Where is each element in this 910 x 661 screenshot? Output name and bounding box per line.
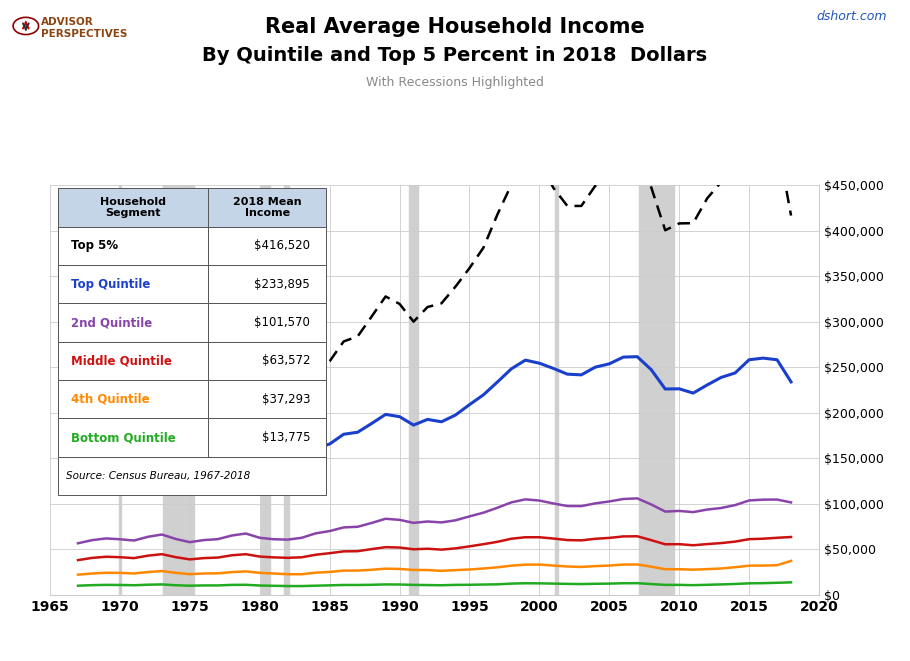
Text: Real Average Household Income: Real Average Household Income [265, 17, 645, 36]
Text: Top 5%: Top 5% [71, 239, 118, 253]
Text: 2nd Quintile: 2nd Quintile [71, 316, 152, 329]
Text: 4th Quintile: 4th Quintile [71, 393, 150, 406]
Bar [57, 227, 208, 265]
Text: $233,895: $233,895 [254, 278, 310, 291]
Bar [208, 265, 326, 303]
Bar [284, 185, 289, 595]
Bar [57, 265, 208, 303]
Bar [57, 188, 208, 227]
Bar [410, 185, 418, 595]
Bar [208, 227, 326, 265]
Text: 2018 Mean
Income: 2018 Mean Income [233, 197, 301, 218]
Bar [57, 457, 326, 495]
Text: Middle Quintile: Middle Quintile [71, 354, 172, 368]
Bar [261, 185, 269, 595]
Text: $37,293: $37,293 [261, 393, 310, 406]
Text: $13,775: $13,775 [261, 431, 310, 444]
Bar [208, 303, 326, 342]
Text: With Recessions Highlighted: With Recessions Highlighted [366, 76, 544, 89]
Bar [208, 342, 326, 380]
Text: $416,520: $416,520 [254, 239, 310, 253]
Bar [164, 185, 194, 595]
Bar [57, 303, 208, 342]
Text: dshort.com: dshort.com [817, 10, 887, 23]
Text: $101,570: $101,570 [254, 316, 310, 329]
Text: $63,572: $63,572 [261, 354, 310, 368]
Bar [208, 188, 326, 227]
Bar [208, 380, 326, 418]
Text: By Quintile and Top 5 Percent in 2018  Dollars: By Quintile and Top 5 Percent in 2018 Do… [202, 46, 708, 65]
Text: Household
Segment: Household Segment [100, 197, 166, 218]
Text: ADVISOR: ADVISOR [41, 17, 94, 27]
Text: Bottom Quintile: Bottom Quintile [71, 431, 176, 444]
Bar [555, 185, 558, 595]
Text: PERSPECTIVES: PERSPECTIVES [41, 29, 127, 39]
Bar [57, 342, 208, 380]
Bar [57, 418, 208, 457]
Text: Top Quintile: Top Quintile [71, 278, 150, 291]
Bar [208, 418, 326, 457]
Text: Source: Census Bureau, 1967-2018: Source: Census Bureau, 1967-2018 [66, 471, 250, 481]
Bar [639, 185, 673, 595]
Bar [118, 185, 122, 595]
Bar [57, 380, 208, 418]
